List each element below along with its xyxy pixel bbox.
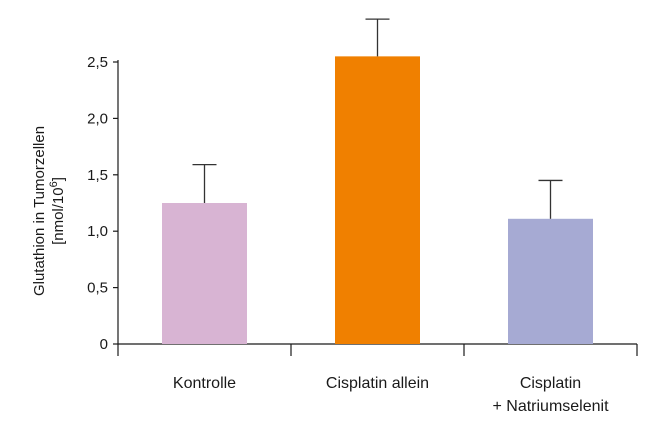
x-category-label: Kontrolle — [173, 375, 236, 392]
category-labels: Kontrolle Cisplatin allein Cisplatin + Natr… — [173, 375, 609, 415]
y-axis-label-unit: [nmol/106] — [48, 177, 67, 245]
y-tick-label: 0 — [100, 336, 108, 353]
y-axis-unit-exponent: 6 — [48, 181, 60, 187]
y-tick-label: 2,0 — [87, 110, 108, 127]
y-tick-label: 0,5 — [87, 280, 108, 297]
y-axis-unit-prefix: [nmol/10 — [50, 187, 67, 245]
y-tick-label: 1,5 — [87, 167, 108, 184]
y-axis: 0 0,5 1,0 1,5 2,0 2,5 — [87, 54, 119, 353]
x-axis — [117, 343, 638, 356]
y-tick-label: 1,0 — [87, 223, 108, 240]
bar — [508, 218, 593, 344]
y-axis-unit-suffix: ] — [50, 177, 67, 181]
error-bars — [192, 18, 563, 219]
x-category-label: + Natriumselenit — [492, 398, 609, 415]
x-category-label: Cisplatin — [520, 375, 581, 392]
x-category-label: Cisplatin allein — [326, 375, 429, 392]
y-axis-label: Glutathion in Tumorzellen [nmol/106] — [31, 126, 67, 296]
y-axis-label-text: Glutathion in Tumorzellen — [31, 126, 48, 296]
bar — [162, 203, 247, 344]
y-tick-label: 2,5 — [87, 54, 108, 71]
bars — [162, 56, 593, 345]
bar — [335, 56, 420, 345]
